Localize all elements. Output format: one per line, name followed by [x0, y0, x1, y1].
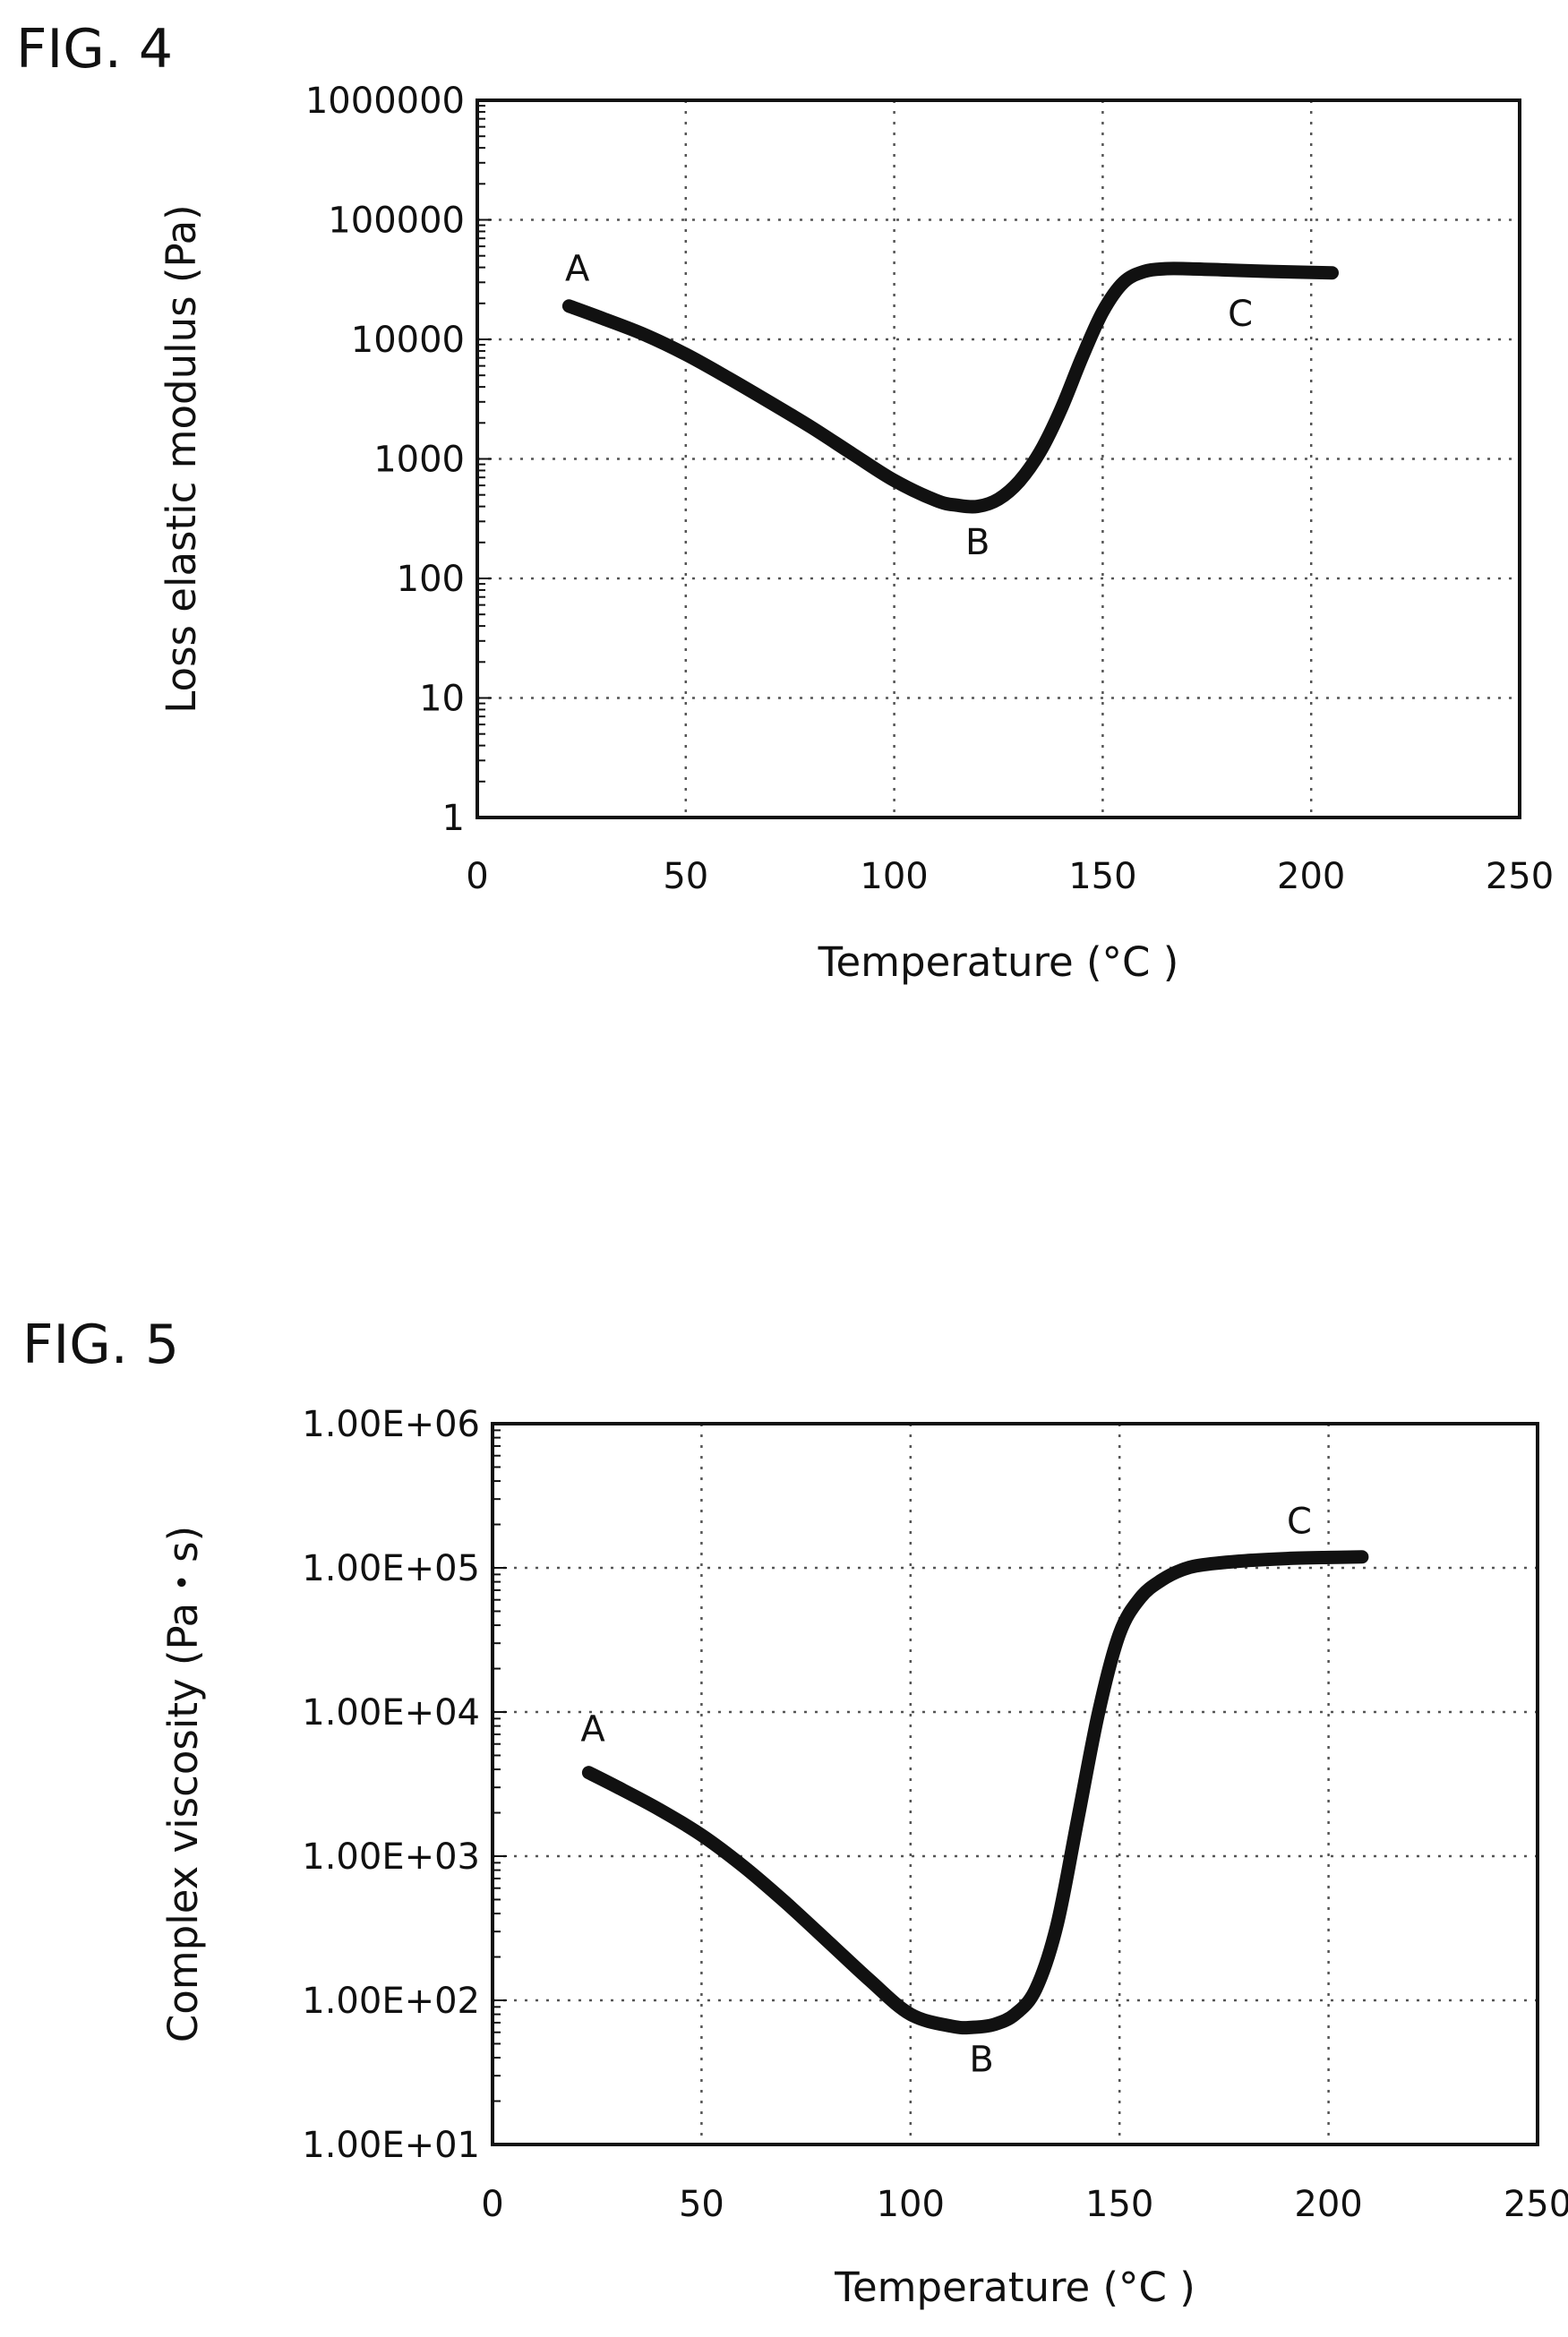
point-annotation-c: C [1228, 294, 1253, 335]
data-series-line [581, 1550, 1369, 2035]
x-tick-label: 150 [1085, 2184, 1153, 2225]
x-tick-label: 0 [481, 2184, 503, 2225]
x-tick-label: 250 [1486, 856, 1554, 897]
y-tick-label: 1.00E+02 [302, 1981, 480, 2022]
y-tick-label: 10 [419, 679, 465, 720]
point-annotation-c: C [1287, 1502, 1312, 1543]
fig4-chart: FIG. 4 1 10 100 1000 10000 100000 1000000 0 50 100… [16, 18, 1554, 986]
y-tick-label: 1.00E+01 [302, 2125, 480, 2166]
figure-label: FIG. 4 [16, 18, 173, 81]
y-tick-label: 100000 [328, 201, 465, 242]
plot-frame [476, 98, 1521, 819]
y-tick-label: 10000 [351, 320, 465, 361]
x-tick-label: 50 [679, 2184, 724, 2225]
data-series-line [561, 261, 1339, 514]
y-tick-label: 1 [442, 798, 465, 839]
point-annotation-b: B [969, 2040, 993, 2081]
x-tick-label: 250 [1504, 2184, 1568, 2225]
x-axis-title: Temperature (°C ) [818, 938, 1179, 986]
y-tick-label: 100 [397, 559, 465, 600]
x-tick-label: 50 [663, 856, 708, 897]
y-axis-title: Loss elastic modulus (Pa) [158, 204, 205, 713]
x-tick-label: 0 [466, 856, 488, 897]
point-annotation-a: A [580, 1708, 605, 1750]
x-tick-label: 200 [1277, 856, 1345, 897]
y-tick-label: 1.00E+05 [302, 1548, 480, 1589]
point-annotation-a: A [565, 248, 590, 289]
x-tick-label: 150 [1068, 856, 1136, 897]
figure-label: FIG. 5 [22, 1314, 179, 1376]
y-tick-label: 1000000 [305, 81, 465, 122]
fig5-chart: FIG. 5 1.00E+01 1.00E+02 1.00E+03 1.00E+04 1.… [22, 1314, 1568, 2311]
x-tick-label: 100 [877, 2184, 945, 2225]
y-tick-label: 1.00E+03 [302, 1836, 480, 1878]
y-axis-title: Complex viscosity (Pa・s) [159, 1526, 207, 2042]
x-axis-title: Temperature (°C ) [834, 2264, 1195, 2311]
y-tick-label: 1.00E+06 [302, 1404, 480, 1445]
y-tick-label: 1000 [373, 440, 465, 481]
plot-frame [491, 1422, 1539, 2146]
y-tick-label: 1.00E+04 [302, 1692, 480, 1733]
x-tick-label: 100 [860, 856, 928, 897]
point-annotation-b: B [965, 522, 990, 563]
x-tick-label: 200 [1294, 2184, 1362, 2225]
